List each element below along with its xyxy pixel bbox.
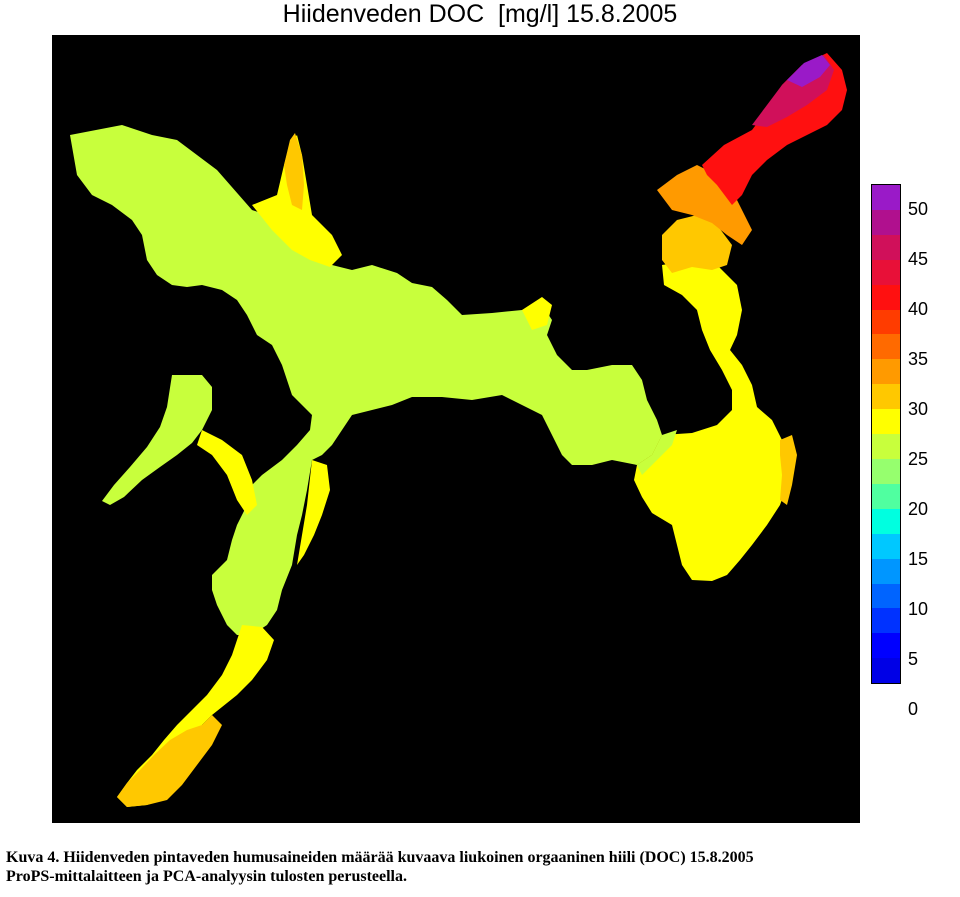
color-scale-label: 25 <box>908 449 929 469</box>
caption-line-1: Kuva 4. Hiidenveden pintaveden humusaine… <box>6 849 754 866</box>
color-scale-swatch <box>872 533 900 559</box>
lake-north-inlet-tip <box>284 133 304 210</box>
lake-east-basin <box>634 260 787 581</box>
color-scale-swatch <box>872 334 900 360</box>
color-scale-swatch <box>872 558 900 584</box>
color-scale-label: 30 <box>908 399 929 419</box>
figure-caption: Kuva 4. Hiidenveden pintaveden humusaine… <box>6 848 956 886</box>
color-scale-swatch <box>872 658 900 684</box>
lake-northeast-orange <box>662 215 732 273</box>
color-scale-swatch <box>872 259 900 285</box>
color-scale-label: 20 <box>908 499 929 519</box>
lake-map <box>70 53 847 807</box>
color-scale-label: 10 <box>908 599 929 619</box>
lake-south-strip <box>297 460 330 565</box>
color-scale-swatch <box>872 384 900 410</box>
color-scale-swatch <box>872 508 900 534</box>
color-scale-swatch <box>872 309 900 335</box>
color-scale-label: 40 <box>908 299 929 319</box>
color-scale-swatch <box>872 209 900 235</box>
lake-northeast-magenta <box>787 55 830 87</box>
lake-west-arm-strip <box>197 430 257 515</box>
lake-northeast-orange2 <box>657 165 752 245</box>
lake-west-arm <box>102 375 212 505</box>
color-scale-swatch <box>872 483 900 509</box>
color-scale-labels: 50 45 40 35 30 25 20 15 10 5 0 <box>908 0 958 897</box>
color-scale-label: 35 <box>908 349 929 369</box>
color-scale-swatch <box>872 234 900 260</box>
map-area <box>52 35 860 823</box>
color-scale-swatch <box>872 359 900 385</box>
map-title: Hiidenveden DOC [mg/l] 15.8.2005 <box>282 0 678 28</box>
color-scale-swatch <box>872 284 900 310</box>
color-scale-swatch <box>872 633 900 659</box>
color-scale-swatch <box>872 185 900 210</box>
color-scale-swatch <box>872 608 900 634</box>
color-scale-label: 5 <box>908 649 919 669</box>
lake-east-edge <box>780 435 797 505</box>
color-scale-label: 50 <box>908 199 929 219</box>
lake-south-arm-orange <box>117 715 222 807</box>
color-scale-bar <box>871 184 901 684</box>
color-scale-label: 15 <box>908 549 929 569</box>
lake-east-basin-green <box>637 430 677 475</box>
color-scale-swatch <box>872 583 900 609</box>
lake-central-inlet <box>522 297 552 330</box>
lake-main-basin <box>70 125 662 635</box>
caption-line-2: ProPS-mittalaitteen ja PCA-analyysin tul… <box>6 868 407 885</box>
color-scale-swatch <box>872 409 900 435</box>
color-scale-label: 0 <box>908 699 919 719</box>
color-scale-swatch <box>872 434 900 459</box>
color-scale-swatch <box>872 458 900 484</box>
color-scale-label: 45 <box>908 249 929 269</box>
